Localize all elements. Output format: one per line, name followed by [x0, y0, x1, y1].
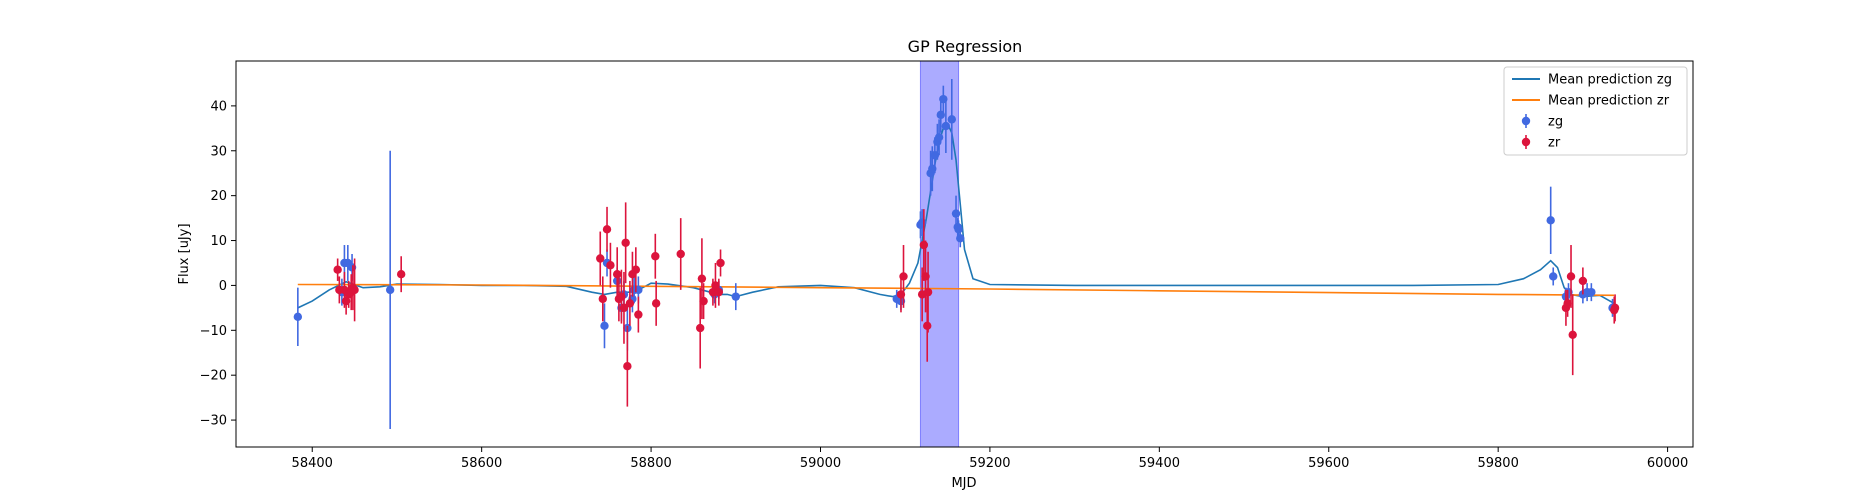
data-point — [350, 285, 359, 295]
legend-marker-swatch — [1521, 116, 1531, 126]
data-point — [923, 287, 933, 297]
data-point — [899, 272, 908, 281]
y-tick-label: −10 — [200, 324, 227, 339]
data-point — [651, 252, 660, 261]
data-point — [631, 265, 641, 274]
data-point — [1546, 216, 1555, 225]
data-point — [716, 258, 725, 268]
data-point — [1549, 272, 1558, 281]
data-point — [600, 321, 609, 331]
x-tick-label: 59800 — [1477, 456, 1518, 471]
data-point — [917, 218, 927, 227]
data-point — [1578, 276, 1588, 286]
x-axis-label: MJD — [951, 476, 976, 491]
y-axis-ticks: −30 −20 −10 0 10 20 30 40 — [200, 99, 236, 429]
legend-marker-swatch — [1521, 137, 1531, 147]
y-tick-label: −30 — [200, 414, 227, 429]
data-point — [714, 287, 724, 297]
data-point — [699, 296, 708, 306]
legend: Mean prediction zg Mean prediction zr zg zr — [1503, 66, 1688, 156]
plot-frame — [235, 60, 1694, 448]
data-point — [696, 323, 705, 333]
x-tick-label: 59200 — [969, 456, 1010, 471]
data-point — [625, 299, 635, 308]
data-point — [621, 238, 630, 247]
x-tick-label: 59000 — [800, 456, 841, 471]
data-point — [619, 303, 629, 313]
series-zr — [333, 202, 1620, 407]
data-point — [1610, 303, 1620, 313]
data-point — [676, 249, 685, 259]
data-point — [596, 254, 605, 263]
data-point — [711, 281, 720, 290]
data-point — [941, 121, 951, 131]
data-point — [1563, 299, 1572, 308]
y-tick-label: 0 — [219, 279, 227, 294]
data-point — [731, 292, 740, 301]
data-point — [598, 294, 607, 304]
data-point — [396, 269, 406, 279]
x-tick-label: 58400 — [292, 456, 333, 471]
legend-entry: Mean prediction zr — [1512, 94, 1670, 109]
data-point — [333, 265, 342, 274]
legend-label: zg — [1548, 115, 1563, 130]
data-point — [1587, 287, 1596, 297]
data-point — [612, 269, 622, 279]
data-point — [947, 115, 956, 124]
legend-entry: Mean prediction zg — [1512, 73, 1672, 88]
data-point — [602, 225, 612, 234]
chart-title: GP Regression — [908, 37, 1023, 56]
legend-label: zr — [1548, 136, 1561, 151]
y-tick-label: −20 — [200, 369, 227, 384]
plot-area — [293, 78, 1620, 430]
data-point — [923, 321, 932, 331]
data-point — [606, 261, 615, 270]
series-line-mean-prediction-zr — [297, 283, 1615, 297]
data-point — [1566, 272, 1576, 281]
x-tick-label: 58800 — [630, 456, 671, 471]
data-point — [1568, 330, 1577, 339]
y-tick-label: 10 — [210, 234, 227, 249]
data-point — [634, 310, 643, 319]
y-axis-label: Flux [uJy] — [177, 223, 192, 284]
data-point — [934, 133, 944, 142]
data-point — [956, 234, 965, 243]
data-point — [385, 285, 395, 295]
data-point — [954, 225, 963, 234]
data-point — [293, 312, 303, 322]
data-point — [919, 240, 929, 250]
y-tick-label: 30 — [210, 144, 227, 159]
y-tick-label: 40 — [210, 99, 227, 114]
legend-entry: zg — [1521, 114, 1563, 130]
x-axis-ticks: 58400 58600 58800 59000 59200 59400 59600 59800… — [292, 447, 1688, 471]
data-point — [951, 209, 961, 218]
x-tick-label: 58600 — [461, 456, 502, 471]
data-point — [623, 362, 632, 371]
legend-label: Mean prediction zr — [1548, 94, 1670, 109]
x-tick-label: 60000 — [1647, 456, 1688, 471]
data-point — [936, 110, 945, 120]
legend-label: Mean prediction zg — [1548, 73, 1672, 88]
legend-entry: zr — [1521, 135, 1561, 151]
x-tick-label: 59600 — [1308, 456, 1349, 471]
y-tick-label: 20 — [210, 189, 227, 204]
legend-box — [1503, 66, 1688, 156]
x-tick-label: 59400 — [1139, 456, 1180, 471]
data-point — [651, 299, 661, 308]
data-point — [697, 274, 707, 283]
